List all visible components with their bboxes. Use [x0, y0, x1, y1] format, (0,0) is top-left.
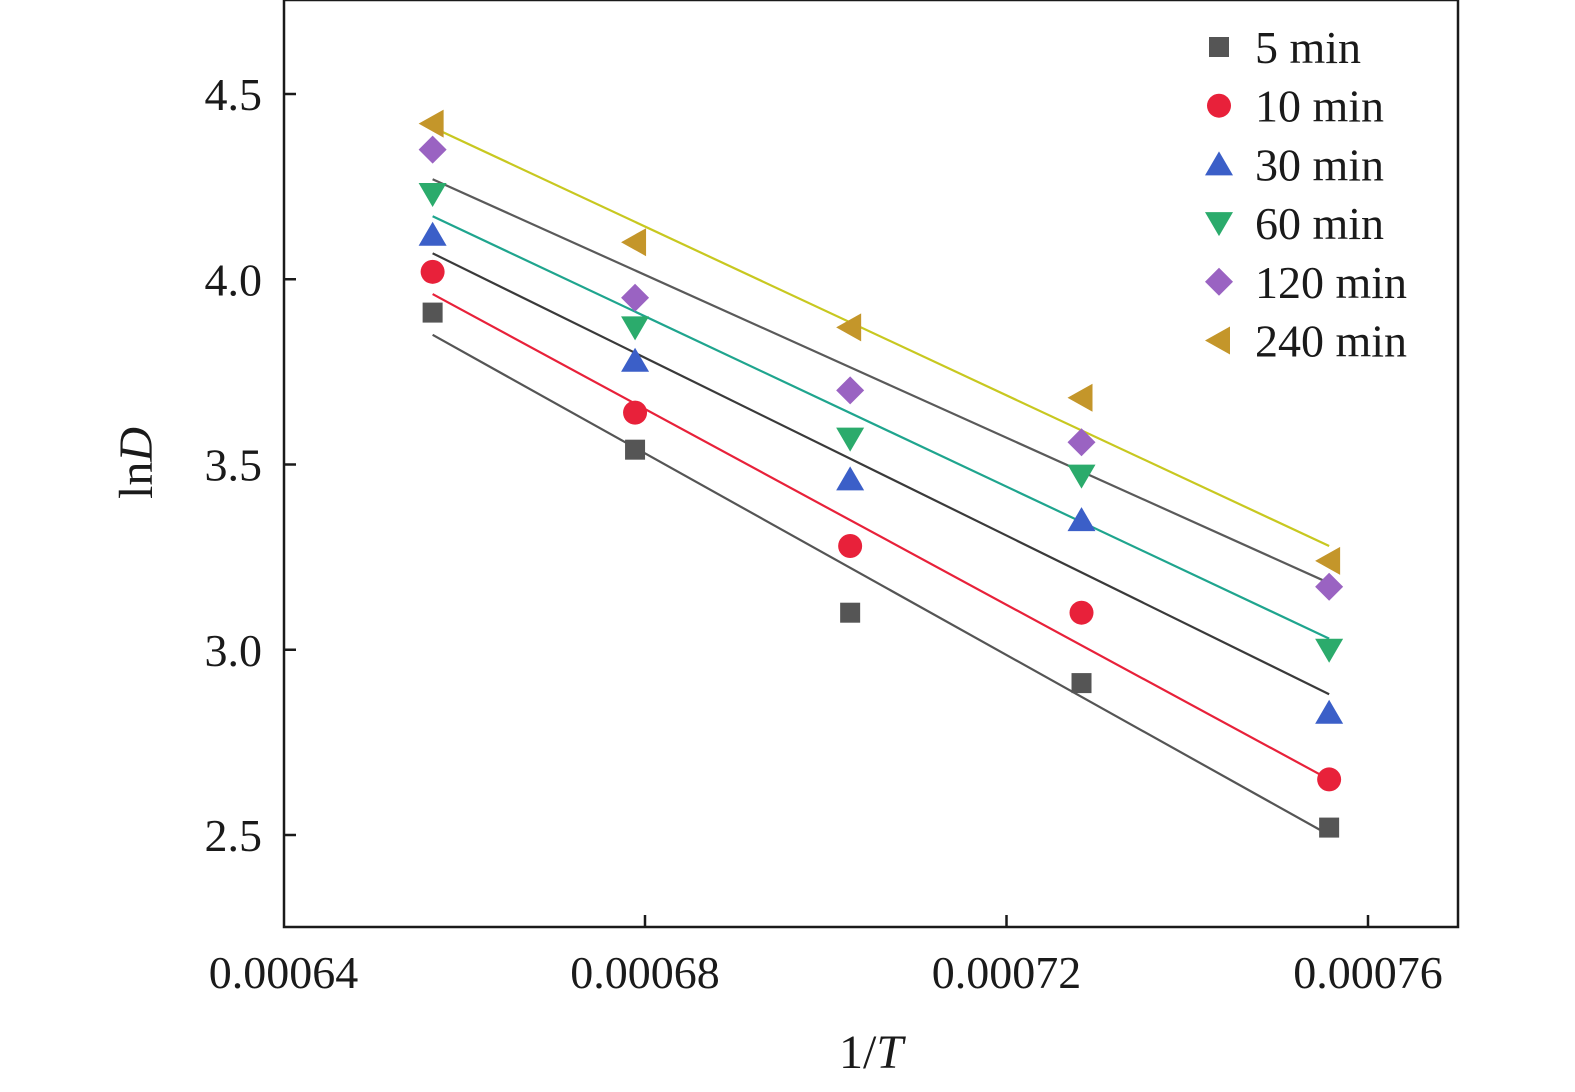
x-tick-label: 0.00072 — [932, 947, 1082, 998]
fit-line-30-min — [432, 252, 1330, 696]
legend-marker-60-min — [1205, 212, 1233, 237]
x-axis-title: 1/T — [839, 1026, 906, 1079]
y-tick-label: 2.5 — [205, 810, 263, 861]
legend-marker-5-min — [1209, 37, 1229, 57]
data-point-240-min — [836, 313, 862, 342]
data-point-60-min — [418, 183, 447, 208]
x-tick-label: 0.00076 — [1293, 947, 1443, 998]
fit-line-60-min — [432, 215, 1330, 640]
data-point-240-min — [1315, 546, 1341, 575]
data-point-60-min — [836, 427, 865, 452]
legend-marker-30-min — [1205, 151, 1233, 176]
legend-marker-120-min — [1205, 267, 1233, 296]
x-axis-title-var: T — [876, 1026, 906, 1079]
data-points — [418, 109, 1344, 838]
data-point-5-min — [625, 439, 646, 460]
data-point-60-min — [1067, 464, 1096, 489]
data-point-5-min — [1319, 817, 1340, 838]
data-point-240-min — [1067, 383, 1093, 412]
data-point-10-min — [420, 259, 445, 284]
data-point-5-min — [422, 302, 443, 323]
legend-label: 60 min — [1255, 198, 1384, 249]
data-point-30-min — [1067, 507, 1096, 532]
y-tick-label: 3.0 — [205, 625, 263, 676]
data-point-120-min — [418, 135, 447, 164]
data-point-10-min — [1069, 600, 1094, 625]
fit-line-240-min — [432, 126, 1330, 548]
data-point-120-min — [836, 376, 865, 405]
data-point-5-min — [1071, 673, 1092, 694]
fit-lines — [432, 126, 1330, 836]
data-point-10-min — [838, 534, 863, 559]
data-point-30-min — [836, 466, 865, 491]
data-point-120-min — [621, 283, 650, 312]
fit-line-10-min — [432, 293, 1330, 781]
legend: 5 min 10 min 30 min 60 min 120 min 240 min — [1205, 22, 1407, 367]
y-tick-label: 4.5 — [205, 69, 263, 120]
legend-label: 120 min — [1255, 257, 1407, 308]
y-tick-label: 4.0 — [205, 254, 263, 305]
y-tick-label: 3.5 — [205, 440, 263, 491]
x-axis-title-prefix: 1/ — [839, 1026, 877, 1079]
legend-marker-240-min — [1205, 326, 1230, 355]
data-point-30-min — [1315, 699, 1344, 724]
tick-marks — [284, 92, 1370, 927]
y-axis-title: lnD — [110, 427, 163, 499]
legend-marker-10-min — [1207, 93, 1231, 118]
legend-label: 30 min — [1255, 139, 1384, 190]
data-point-30-min — [418, 221, 447, 246]
data-point-60-min — [621, 316, 650, 341]
data-point-10-min — [623, 400, 648, 425]
y-axis-title-prefix: ln — [110, 462, 163, 499]
data-point-10-min — [1317, 767, 1342, 792]
tick-labels: 0.00064 0.00068 0.00072 0.00076 2.5 3.0 3.5 4.0… — [205, 69, 1443, 998]
data-point-60-min — [1315, 638, 1344, 663]
legend-label: 240 min — [1255, 316, 1407, 367]
x-tick-label: 0.00064 — [209, 947, 359, 998]
data-point-120-min — [1315, 572, 1344, 601]
legend-label: 5 min — [1255, 22, 1361, 73]
y-axis-title-var: D — [110, 427, 163, 463]
x-tick-label: 0.00068 — [570, 947, 720, 998]
data-point-5-min — [840, 602, 861, 623]
fit-line-120-min — [432, 178, 1330, 585]
fit-line-5-min — [432, 333, 1330, 836]
data-point-240-min — [621, 228, 647, 257]
data-point-30-min — [621, 347, 650, 372]
data-point-240-min — [418, 109, 444, 138]
data-point-120-min — [1067, 428, 1096, 457]
legend-label: 10 min — [1255, 81, 1384, 132]
